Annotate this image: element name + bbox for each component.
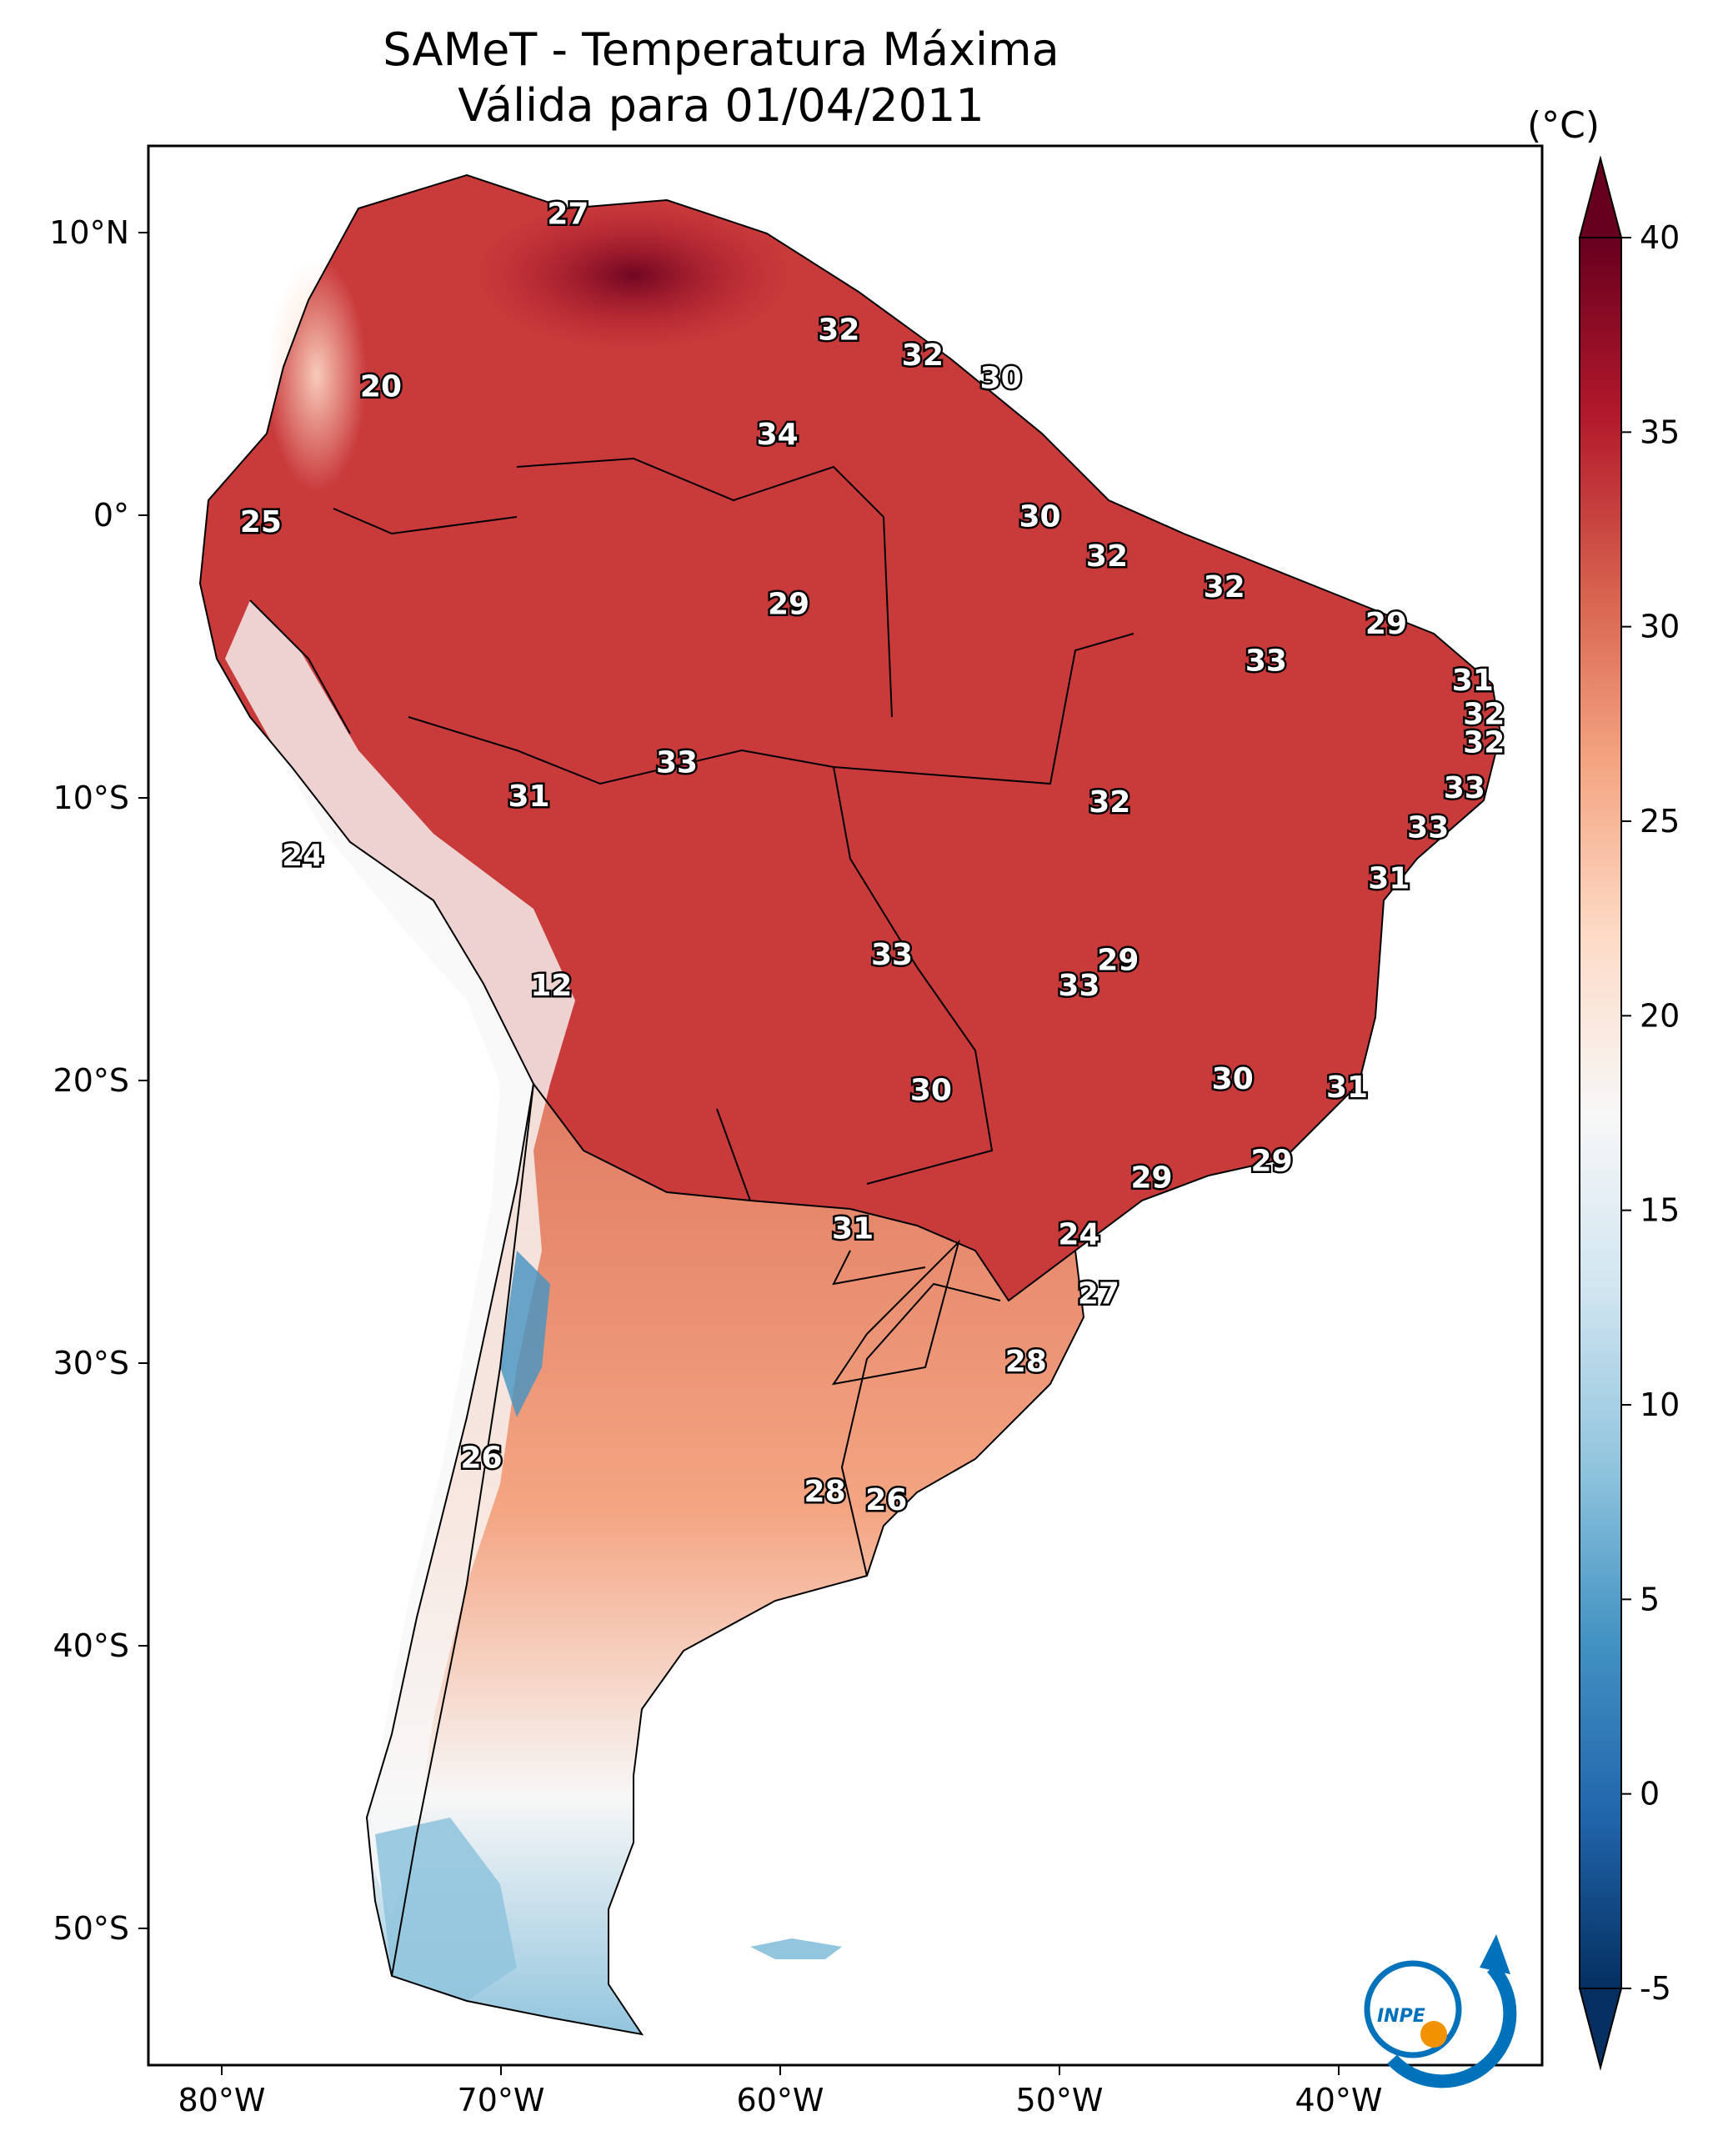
station-label: 29 bbox=[1251, 1144, 1293, 1178]
station-label: 28 bbox=[1005, 1345, 1047, 1379]
inpe-logo: INPE bbox=[1364, 1934, 1517, 2088]
lat-label: 40°S bbox=[53, 1627, 129, 1664]
colorbar-max-arrow bbox=[1578, 155, 1623, 238]
station-label: 24 bbox=[282, 839, 323, 873]
station-label: 32 bbox=[1463, 726, 1505, 760]
colorbar-min-arrow bbox=[1578, 1988, 1623, 2071]
colorbar-tick-label: 40 bbox=[1640, 219, 1680, 256]
map-title: SAMeT - Temperatura Máxima bbox=[383, 23, 1059, 76]
station-label: 27 bbox=[1078, 1277, 1119, 1311]
station-label: 30 bbox=[1019, 499, 1060, 534]
colorbar-tick-label: 5 bbox=[1640, 1581, 1660, 1617]
lon-label: 40°W bbox=[1295, 2082, 1383, 2118]
station-label: 32 bbox=[1204, 570, 1245, 604]
station-label: 33 bbox=[1407, 810, 1449, 845]
colombian-andes bbox=[267, 258, 367, 492]
station-label: 31 bbox=[1368, 861, 1410, 895]
station-label: 32 bbox=[902, 338, 944, 373]
country-borders bbox=[249, 457, 1134, 1977]
longitude-labels: 80°W 70°W 60°W 50°W 40°W bbox=[178, 2065, 1383, 2118]
logo-sun-icon bbox=[1420, 2021, 1447, 2048]
colorbar-ticks: 40 35 30 25 20 15 10 5 0 -5 bbox=[1621, 219, 1680, 2007]
colorbar-tick-label: -5 bbox=[1640, 1970, 1671, 2007]
colorbar-tick-label: 25 bbox=[1640, 803, 1680, 840]
station-label: 34 bbox=[757, 418, 799, 452]
station-label: 31 bbox=[1326, 1070, 1368, 1105]
station-label: 12 bbox=[530, 969, 572, 1003]
station-label: 30 bbox=[1212, 1062, 1254, 1096]
station-label: 33 bbox=[656, 745, 698, 780]
lat-label: 30°S bbox=[53, 1345, 129, 1381]
station-label: 32 bbox=[1463, 698, 1505, 732]
andes-cold-core bbox=[500, 1251, 550, 1417]
station-label: 31 bbox=[1452, 664, 1494, 698]
venezuela-hotspot bbox=[475, 200, 792, 350]
lon-label: 50°W bbox=[1016, 2082, 1104, 2118]
falkland-islands bbox=[750, 1938, 842, 1959]
logo-ring bbox=[1364, 1960, 1462, 2058]
station-label: 24 bbox=[1058, 1217, 1099, 1251]
colorbar: 40 35 30 25 20 15 10 5 0 -5 bbox=[1578, 155, 1680, 2071]
colorbar-unit: (°C) bbox=[1527, 104, 1600, 147]
station-label: 31 bbox=[508, 780, 549, 814]
station-label: 33 bbox=[1444, 771, 1485, 805]
station-label: 30 bbox=[980, 361, 1022, 395]
station-label: 33 bbox=[1058, 969, 1099, 1003]
station-label: 33 bbox=[1245, 644, 1287, 678]
logo-swoosh bbox=[1387, 1963, 1517, 2088]
station-label: 33 bbox=[871, 938, 913, 972]
station-label: 31 bbox=[832, 1212, 874, 1246]
station-label: 29 bbox=[768, 587, 809, 621]
colorbar-bar bbox=[1579, 237, 1622, 1989]
station-label: 26 bbox=[865, 1483, 907, 1517]
station-label: 29 bbox=[1097, 944, 1139, 978]
station-label: 29 bbox=[1365, 607, 1407, 641]
logo-text: INPE bbox=[1377, 2006, 1425, 2027]
station-label: 27 bbox=[547, 198, 589, 232]
colorbar-tick-label: 15 bbox=[1640, 1192, 1680, 1229]
lat-label: 0° bbox=[93, 497, 129, 534]
colorbar-tick-label: 30 bbox=[1640, 609, 1680, 645]
lon-label: 80°W bbox=[178, 2082, 266, 2118]
lon-label: 70°W bbox=[458, 2082, 545, 2118]
logo-arrow-icon bbox=[1480, 1934, 1510, 1974]
station-label: 26 bbox=[460, 1441, 502, 1475]
colorbar-tick-label: 35 bbox=[1640, 414, 1680, 450]
station-label: 29 bbox=[1130, 1161, 1172, 1196]
lat-label: 10°S bbox=[53, 780, 129, 816]
station-label: 32 bbox=[1089, 785, 1130, 820]
patagonia-cold bbox=[375, 1818, 517, 2001]
lat-label: 20°S bbox=[53, 1062, 129, 1099]
station-label: 28 bbox=[804, 1475, 846, 1509]
colorbar-tick-label: 0 bbox=[1640, 1776, 1660, 1813]
latitude-labels: 10°N 0° 10°S 20°S 30°S 40°S 50°S bbox=[49, 214, 148, 1947]
lon-label: 60°W bbox=[737, 2082, 824, 2118]
map-subtitle: Válida para 01/04/2011 bbox=[458, 79, 984, 132]
temperature-field bbox=[198, 173, 1502, 2036]
station-label: 32 bbox=[1086, 539, 1128, 574]
station-label: 30 bbox=[910, 1074, 952, 1108]
lat-label: 50°S bbox=[53, 1910, 129, 1947]
andes-cool-strip bbox=[225, 600, 575, 1918]
lat-label: 10°N bbox=[49, 214, 129, 251]
colorbar-tick-label: 20 bbox=[1640, 997, 1680, 1034]
station-label: 25 bbox=[240, 505, 282, 539]
station-label: 32 bbox=[818, 313, 859, 348]
station-label: 20 bbox=[360, 369, 402, 404]
coastline bbox=[198, 173, 1502, 2036]
colorbar-tick-label: 10 bbox=[1640, 1386, 1680, 1423]
